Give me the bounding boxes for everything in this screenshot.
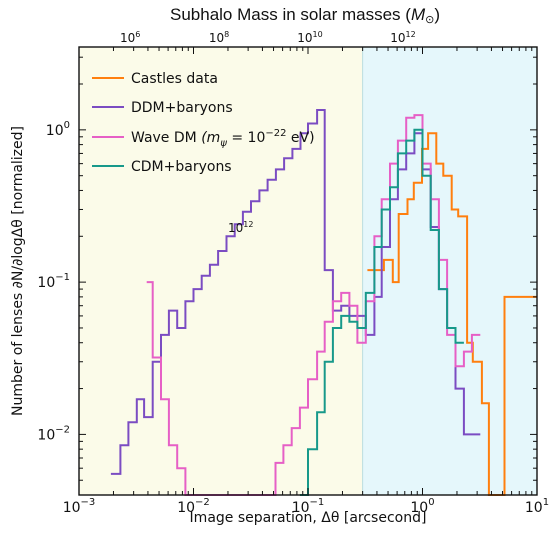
top-axis-title-symbol: M (411, 5, 426, 24)
top-axis-title-main: Subhalo Mass in solar masses ( (170, 5, 411, 24)
legend-label-wave: Wave DM (mψ = 10−22 eV) (131, 128, 315, 149)
top-tick-label: 1012 (390, 30, 415, 45)
top-tick-label: 108 (209, 30, 229, 45)
top-axis-title-sub: ⊙ (425, 14, 434, 26)
y-tick-label-base: 10 (46, 123, 64, 139)
top-tick-label-base: 10 (209, 31, 224, 45)
legend-label-ddm: DDM+baryons (131, 100, 233, 116)
x-tick-label-exp: −3 (81, 497, 96, 508)
x-tick-label: 100 (410, 497, 434, 516)
y-tick-label-exp: −2 (55, 424, 70, 435)
top-tick-label-base: 10 (390, 31, 405, 45)
shaded-right-region (362, 47, 537, 495)
y-tick-label-base: 10 (37, 275, 55, 291)
x-tick-label-base: 10 (177, 500, 195, 516)
x-tick-label-exp: −1 (310, 497, 325, 508)
y-tick-label: 10−2 (37, 424, 70, 443)
x-tick-label-exp: −2 (195, 497, 210, 508)
y-tick-label-base: 10 (37, 427, 55, 443)
x-tick-label-exp: 1 (543, 497, 549, 508)
y-tick-label-exp: −1 (55, 272, 70, 283)
y-tick-label: 10−1 (37, 272, 70, 291)
legend-wave-mid: = 10 (227, 130, 265, 146)
legend-wave-suffix: eV) (286, 130, 314, 146)
top-tick-label-exp: 10 (312, 30, 322, 39)
legend: Castles data DDM+baryons Wave DM (mψ = 1… (92, 71, 315, 175)
legend-wave-prefix: (m (201, 130, 220, 146)
legend-wave-exp: −22 (265, 128, 286, 139)
legend-label-castles: Castles data (131, 71, 218, 87)
x-tick-label: 10−1 (292, 497, 325, 516)
x-tick-label-base: 10 (292, 500, 310, 516)
top-tick-label-exp: 12 (406, 30, 416, 39)
top-tick-label-exp: 6 (135, 30, 140, 39)
x-tick-label: 10−3 (63, 497, 96, 516)
annotation-exp: 12 (243, 220, 253, 229)
top-axis-title-close: ) (434, 5, 440, 24)
y-axis-label: Number of lenses ∂N/∂logΔθ [normalized] (10, 126, 26, 416)
y-tick-label: 100 (46, 120, 70, 139)
series-line-castles-data (367, 132, 537, 496)
legend-wave-name: Wave DM (131, 130, 197, 146)
y-tick-label-exp: 0 (64, 120, 70, 131)
shaded-left-region (79, 47, 363, 495)
x-tick-label-base: 10 (63, 500, 81, 516)
top-tick-label-base: 10 (120, 31, 135, 45)
x-tick-label: 101 (525, 497, 549, 516)
series-line-cdm-baryons (299, 128, 464, 496)
legend-wave-sub: ψ (220, 138, 227, 149)
top-tick-label-exp: 8 (224, 30, 229, 39)
top-tick-label-base: 10 (297, 31, 312, 45)
annotation-label: 1012 (228, 220, 253, 235)
x-tick-label-base: 10 (410, 500, 428, 516)
x-tick-label: 10−2 (177, 497, 210, 516)
top-tick-label: 1010 (297, 30, 322, 45)
legend-label-cdm: CDM+baryons (131, 159, 232, 175)
x-axis-label: Image separation, Δθ [arcsecond] (190, 510, 427, 526)
series-line-ddm-baryons (110, 109, 481, 475)
background-layer (79, 47, 537, 495)
top-axis-title: Subhalo Mass in solar masses (M⊙) (170, 5, 440, 26)
annotation-base: 10 (228, 221, 243, 235)
x-tick-label-base: 10 (525, 500, 543, 516)
top-tick-label: 106 (120, 30, 140, 45)
x-tick-label-exp: 0 (428, 497, 434, 508)
